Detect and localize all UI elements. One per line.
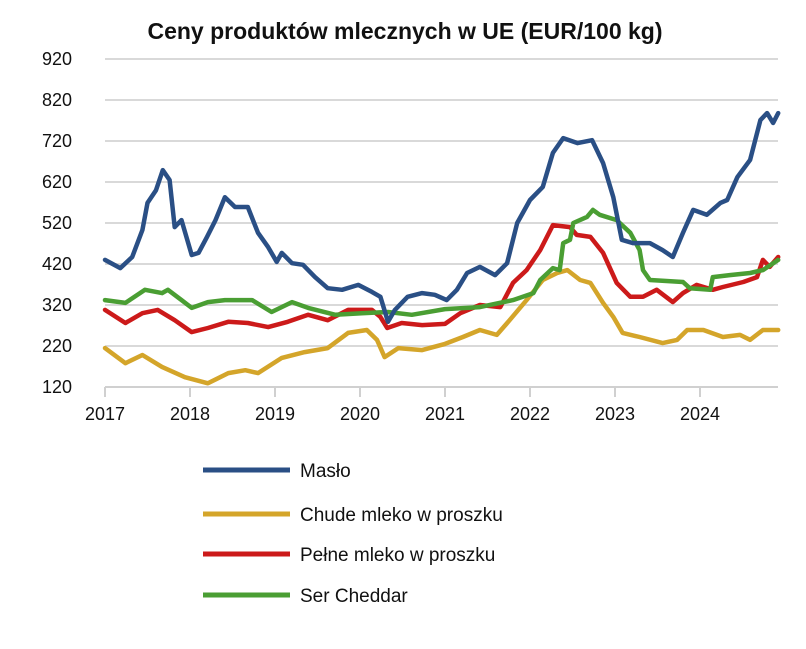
- legend-label: Ser Cheddar: [300, 586, 408, 607]
- x-tick-label: 2022: [510, 404, 550, 424]
- y-tick-label: 920: [42, 49, 72, 69]
- y-tick-label: 520: [42, 213, 72, 233]
- legend-label: Masło: [300, 461, 351, 482]
- y-tick-label: 420: [42, 254, 72, 274]
- x-tick-label: 2020: [340, 404, 380, 424]
- legend-label: Chude mleko w proszku: [300, 505, 503, 526]
- x-tick-label: 2023: [595, 404, 635, 424]
- series-line-0: [102, 110, 781, 325]
- legend-label: Pełne mleko w proszku: [300, 545, 495, 566]
- y-tick-label: 620: [42, 172, 72, 192]
- chart-title: Ceny produktów mlecznych w UE (EUR/100 k…: [147, 18, 662, 44]
- y-tick-label: 120: [42, 377, 72, 397]
- y-tick-label: 220: [42, 336, 72, 356]
- x-tick-label: 2018: [170, 404, 210, 424]
- series-line-1: [102, 267, 781, 386]
- x-tick-label: 2024: [680, 404, 720, 424]
- x-tick-label: 2021: [425, 404, 465, 424]
- x-tick-label: 2017: [85, 404, 125, 424]
- series-line-3: [102, 207, 781, 318]
- y-tick-label: 720: [42, 131, 72, 151]
- y-tick-label: 820: [42, 90, 72, 110]
- x-tick-label: 2019: [255, 404, 295, 424]
- y-tick-label: 320: [42, 295, 72, 315]
